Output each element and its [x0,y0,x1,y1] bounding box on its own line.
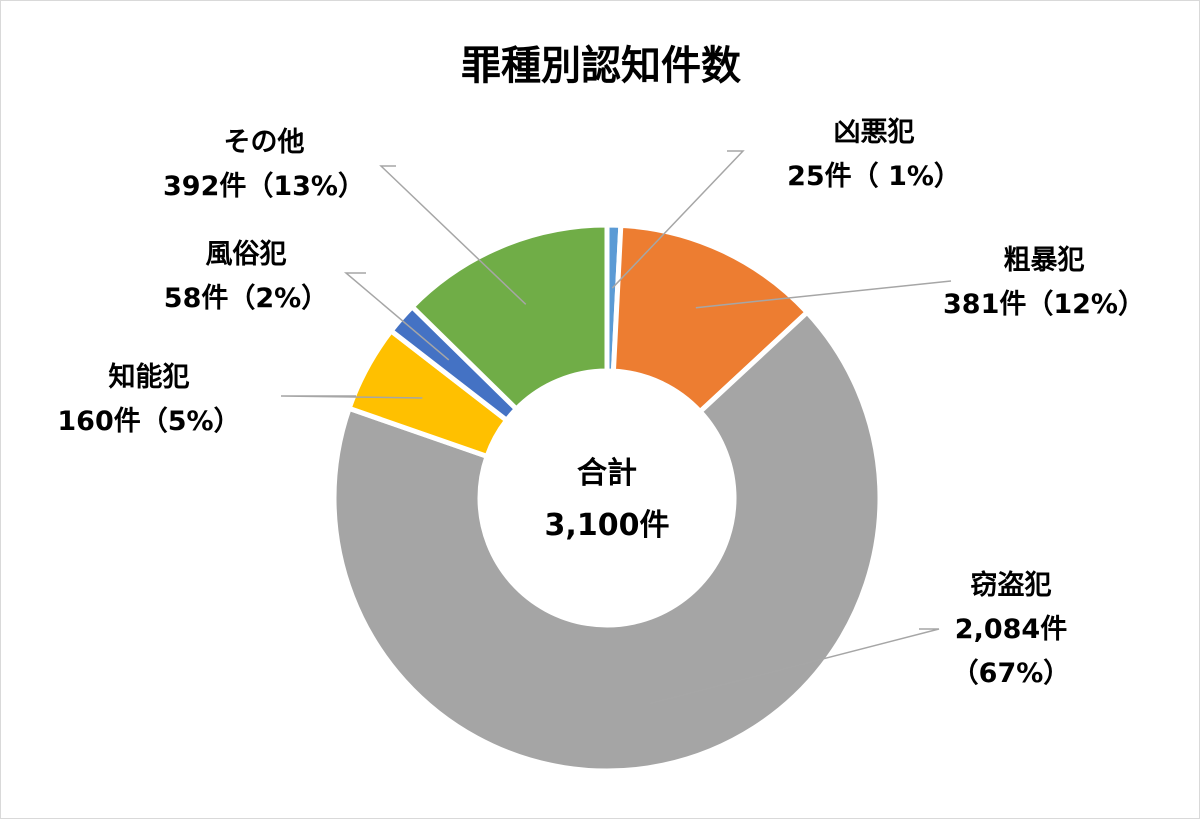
leader-line-theft [649,628,940,705]
data-label-theft-line2: 2,084件 [955,614,1067,645]
slices-group [331,222,883,774]
data-label-theft-line3: （67%） [952,658,1071,689]
slice-theft [331,308,883,774]
data-label-violent-line2: 25件（ 1%） [787,161,961,192]
data-label-other-line1: その他 [224,127,305,158]
data-label-theft-line1: 窃盗犯 [971,569,1052,601]
data-label-violent-line1: 凶悪犯 [834,117,915,148]
slice-other [408,222,610,413]
data-label-rough-line2: 381件（12%） [943,289,1145,320]
leader-lines-group [280,150,952,705]
data-label-intellectual-line2: 160件（5%） [57,406,240,437]
leader-line-intellectual [280,395,423,399]
chart-title: 罪種別認知件数 [461,43,741,89]
leader-line-rough [695,280,952,309]
slice-rough [610,222,811,416]
data-label-moral-line1: 風俗犯 [206,239,287,270]
data-label-rough-line1: 粗暴犯 [1004,245,1085,276]
data-label-other-line2: 392件（13%） [163,171,365,202]
center-label-line1: 合計 [577,456,637,491]
leader-line-moral [343,272,450,361]
leader-line-violent [611,150,745,289]
center-label-line2: 3,100件 [545,508,670,543]
data-label-moral-line2: 58件（2%） [164,283,328,314]
data-labels-group: 凶悪犯 25件（ 1%） 粗暴犯 381件（12%） 窃盗犯 2,084件 （67%） 知能犯… [57,117,1145,689]
leader-line-other [379,165,527,305]
center-label-group: 合計 3,100件 [545,456,670,543]
data-label-intellectual-line1: 知能犯 [109,361,190,393]
